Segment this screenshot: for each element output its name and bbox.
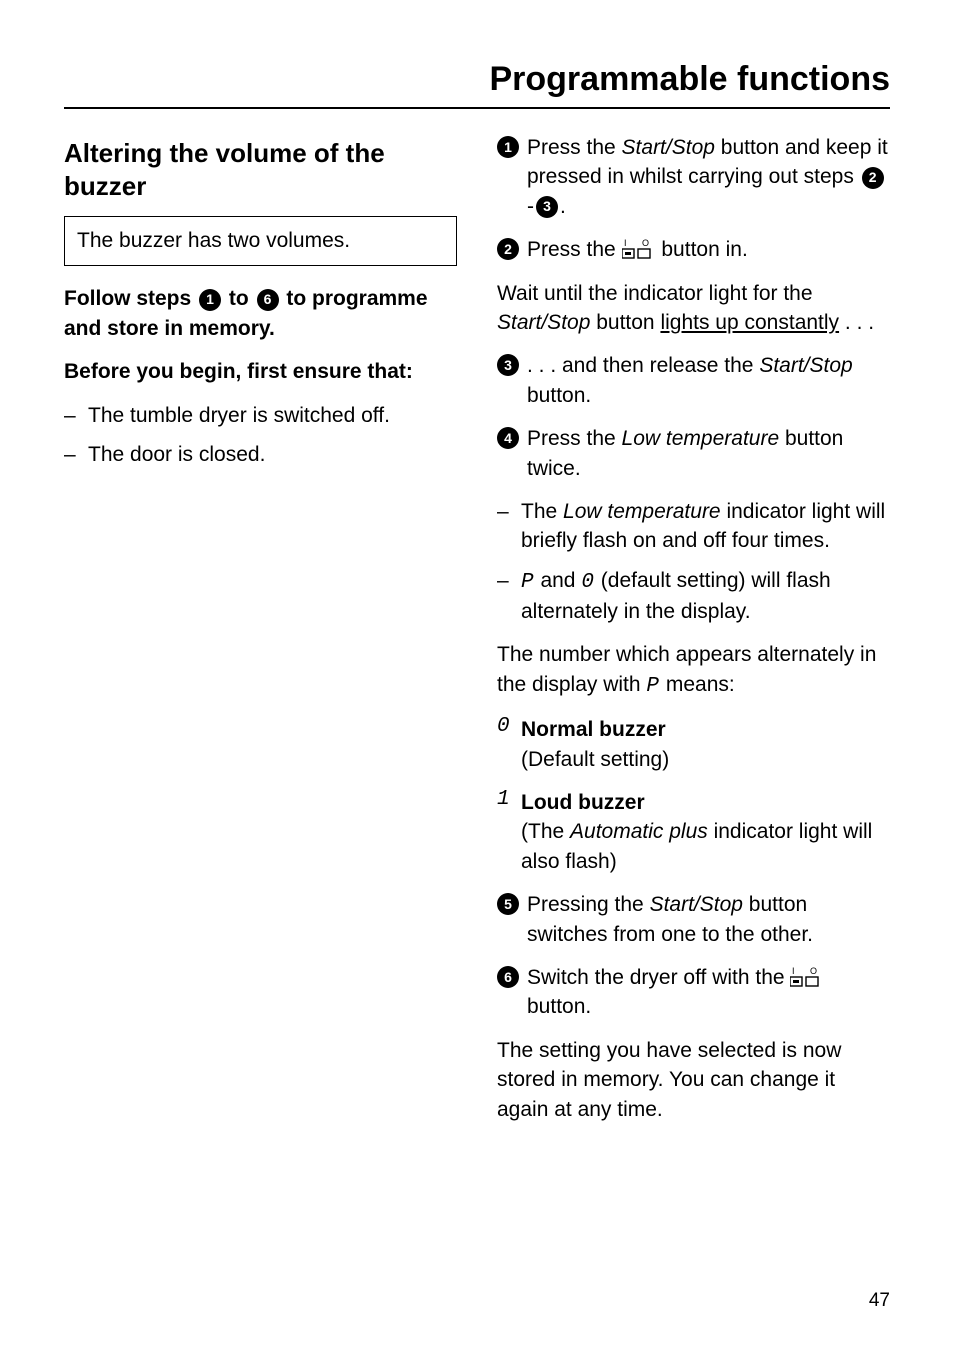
- definition-list: 0 Normal buzzer (Default setting) 1 Loud…: [497, 715, 890, 876]
- wait-underline: lights up constantly: [660, 311, 839, 334]
- def-body-1: Loud buzzer (The Automatic plus indicato…: [521, 788, 890, 876]
- before-begin: Before you begin, first ensure that:: [64, 357, 457, 386]
- step-badge-6: 6: [497, 966, 519, 988]
- dash2-a: and: [535, 569, 582, 592]
- step-5-text: Pressing the Start/Stop button switches …: [527, 890, 890, 949]
- auto-plus-italic: Automatic plus: [570, 820, 708, 843]
- wait-line: Wait until the indicator light for the S…: [497, 279, 890, 338]
- number-line-b: means:: [660, 673, 735, 696]
- def-key-1: 1: [497, 788, 521, 876]
- seg-P: P: [521, 571, 535, 594]
- step-badge-5: 5: [497, 893, 519, 915]
- step-badge-2: 2: [497, 238, 519, 260]
- list-item: The Low temperature indicator light will…: [497, 497, 890, 556]
- page-number: 47: [869, 1290, 890, 1312]
- list-item: P and 0 (default setting) will flash alt…: [497, 566, 890, 627]
- step1-a: Press the: [527, 136, 622, 159]
- svg-text:I: I: [624, 238, 627, 248]
- start-stop-italic-3: Start/Stop: [759, 354, 852, 377]
- list-item: The tumble dryer is switched off.: [64, 401, 457, 430]
- title-rule: [64, 107, 890, 109]
- page: Programmable functions Altering the volu…: [0, 0, 954, 1352]
- step-4: 4 Press the Low temperature button twice…: [497, 424, 890, 483]
- wait-c: . . .: [839, 311, 874, 334]
- step-3: 3 . . . and then release the Start/Stop …: [497, 351, 890, 410]
- columns: Altering the volume of the buzzer The bu…: [64, 133, 890, 1138]
- step-badge-3-inline: 3: [536, 196, 558, 218]
- prereq-list: The tumble dryer is switched off. The do…: [64, 401, 457, 470]
- step-badge-1-inline: 1: [199, 289, 221, 311]
- step-6-text: Switch the dryer off with the IO button.: [527, 963, 890, 1022]
- step6-a: Switch the dryer off with the: [527, 966, 790, 989]
- step3-a: . . . and then release the: [527, 354, 759, 377]
- step-6: 6 Switch the dryer off with the IO butto…: [497, 963, 890, 1022]
- step2-b: button in.: [656, 238, 748, 261]
- step-3-text: . . . and then release the Start/Stop bu…: [527, 351, 890, 410]
- left-column: Altering the volume of the buzzer The bu…: [64, 133, 457, 1138]
- def0-title: Normal buzzer: [521, 718, 666, 741]
- follow-steps-line: Follow steps 1 to 6 to programme and sto…: [64, 284, 457, 343]
- step-badge-3: 3: [497, 354, 519, 376]
- start-stop-italic: Start/Stop: [622, 136, 715, 159]
- list-item: The door is closed.: [64, 440, 457, 469]
- svg-text:O: O: [642, 238, 649, 248]
- def1-sub-a: (The: [521, 820, 570, 843]
- wait-a: Wait until the indicator light for the: [497, 282, 813, 305]
- step-badge-2-inline: 2: [862, 167, 884, 189]
- svg-text:O: O: [810, 966, 817, 976]
- page-title: Programmable functions: [64, 60, 890, 99]
- dash1-a: The: [521, 500, 563, 523]
- start-stop-italic-2: Start/Stop: [497, 311, 590, 334]
- step-2: 2 Press the IO button in.: [497, 235, 890, 264]
- result-list: The Low temperature indicator light will…: [497, 497, 890, 627]
- seg-0: 0: [581, 571, 595, 594]
- step6-b: button.: [527, 995, 591, 1018]
- def1-title: Loud buzzer: [521, 791, 645, 814]
- seg-P-2: P: [646, 675, 660, 698]
- def-body-0: Normal buzzer (Default setting): [521, 715, 669, 774]
- number-line: The number which appears alternately in …: [497, 640, 890, 701]
- step2-a: Press the: [527, 238, 622, 261]
- boxed-note: The buzzer has two volumes.: [64, 216, 457, 266]
- step-badge-1: 1: [497, 136, 519, 158]
- step-1: 1 Press the Start/Stop button and keep i…: [497, 133, 890, 221]
- follow-pre: Follow steps: [64, 287, 197, 310]
- low-temp-italic: Low temperature: [622, 427, 780, 450]
- step5-a: Pressing the: [527, 893, 650, 916]
- def-key-0: 0: [497, 715, 521, 774]
- def0-sub: (Default setting): [521, 748, 669, 771]
- step1-c: .: [560, 195, 566, 218]
- right-column: 1 Press the Start/Stop button and keep i…: [497, 133, 890, 1138]
- step-2-text: Press the IO button in.: [527, 235, 748, 264]
- final-para: The setting you have selected is now sto…: [497, 1036, 890, 1124]
- start-stop-italic-4: Start/Stop: [650, 893, 743, 916]
- left-heading: Altering the volume of the buzzer: [64, 137, 457, 202]
- step3-b: button.: [527, 384, 591, 407]
- follow-mid: to: [223, 287, 255, 310]
- power-icon: IO: [622, 238, 656, 260]
- def-item-1: 1 Loud buzzer (The Automatic plus indica…: [497, 788, 890, 876]
- step-badge-6-inline: 6: [257, 289, 279, 311]
- step-4-text: Press the Low temperature button twice.: [527, 424, 890, 483]
- def-item-0: 0 Normal buzzer (Default setting): [497, 715, 890, 774]
- power-icon: IO: [790, 966, 824, 988]
- low-temp-italic-2: Low temperature: [563, 500, 721, 523]
- step-badge-4: 4: [497, 427, 519, 449]
- svg-text:I: I: [792, 966, 795, 976]
- step-1-text: Press the Start/Stop button and keep it …: [527, 133, 890, 221]
- step4-a: Press the: [527, 427, 622, 450]
- wait-b: button: [590, 311, 660, 334]
- step-5: 5 Pressing the Start/Stop button switche…: [497, 890, 890, 949]
